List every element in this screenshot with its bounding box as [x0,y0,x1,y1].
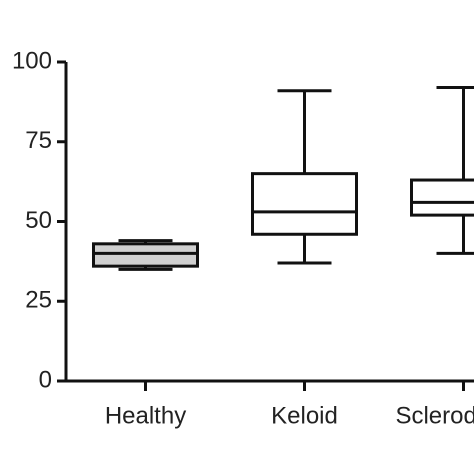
x-tick-label: Healthy [105,402,186,429]
x-tick-label: Scleroderma [395,402,474,429]
y-tick-label: 75 [25,127,52,154]
y-tick-label: 100 [12,47,52,74]
x-tick-label: Keloid [271,402,338,429]
box [251,172,358,236]
y-tick-label: 25 [25,287,52,314]
y-tick-label: 50 [25,207,52,234]
y-tick-label: 0 [39,366,52,393]
box [410,178,474,217]
box [92,242,199,268]
